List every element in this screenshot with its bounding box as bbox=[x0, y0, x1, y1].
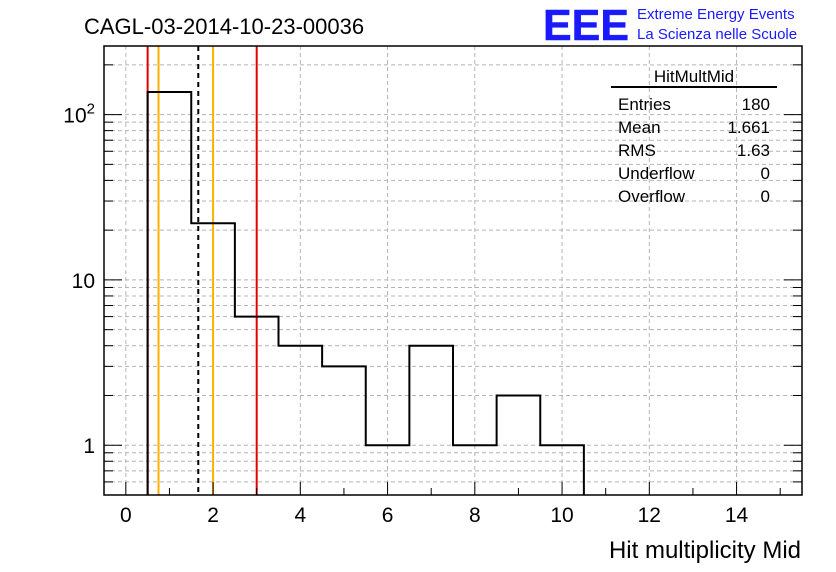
x-tick-label: 2 bbox=[207, 504, 219, 527]
histogram-bins bbox=[146, 90, 585, 495]
eee-logo: EEE Extreme Energy Events La Scienza nel… bbox=[543, 1, 797, 51]
stats-underline bbox=[611, 86, 777, 88]
y-tick-label: 10 bbox=[72, 270, 95, 293]
histogram-bin bbox=[235, 317, 279, 495]
x-tick-label: 10 bbox=[550, 504, 573, 527]
y-tick-label: 102 bbox=[63, 101, 95, 128]
histogram-bin bbox=[497, 395, 541, 495]
stats-box-title: HitMultMid bbox=[654, 67, 734, 86]
y-tick-label: 1 bbox=[83, 435, 95, 458]
logo-mark: EEE bbox=[543, 1, 629, 50]
axes: 0 2 4 6 8 10 12 14 1 10 102 bbox=[63, 64, 802, 527]
stats-value: 1.661 bbox=[727, 118, 770, 137]
x-tick-label: 12 bbox=[638, 504, 661, 527]
x-tick-label: 0 bbox=[120, 504, 132, 527]
grid bbox=[104, 46, 802, 496]
stats-label: Entries bbox=[618, 95, 671, 114]
x-tick-label: 8 bbox=[469, 504, 481, 527]
logo-line-1: Extreme Energy Events bbox=[637, 6, 795, 23]
histogram-bin bbox=[279, 346, 323, 495]
stats-value: 1.63 bbox=[737, 141, 770, 160]
logo-line-2: La Scienza nelle Scuole bbox=[637, 26, 797, 43]
stats-value: 180 bbox=[742, 95, 770, 114]
histogram-bin bbox=[409, 346, 453, 495]
stats-box: HitMultMid Entries 180 Mean 1.661 RMS 1.63 Und… bbox=[611, 67, 777, 206]
plot-frame bbox=[103, 45, 803, 496]
x-tick-label: 6 bbox=[382, 504, 394, 527]
histogram-bin bbox=[191, 223, 235, 495]
histogram-bin bbox=[322, 366, 366, 495]
stats-label: Overflow bbox=[618, 187, 686, 206]
histogram-outline bbox=[146, 90, 585, 495]
stats-value: 0 bbox=[761, 164, 770, 183]
stats-label: Mean bbox=[618, 118, 661, 137]
x-axis-title: Hit multiplicity Mid bbox=[609, 537, 801, 564]
x-tick-label: 4 bbox=[294, 504, 306, 527]
stats-value: 0 bbox=[761, 187, 770, 206]
x-tick-label: 14 bbox=[725, 504, 749, 527]
stats-label: RMS bbox=[618, 141, 656, 160]
histogram-bin bbox=[148, 92, 192, 495]
run-title: CAGL-03-2014-10-23-00036 bbox=[84, 14, 364, 39]
stats-label: Underflow bbox=[618, 164, 695, 183]
